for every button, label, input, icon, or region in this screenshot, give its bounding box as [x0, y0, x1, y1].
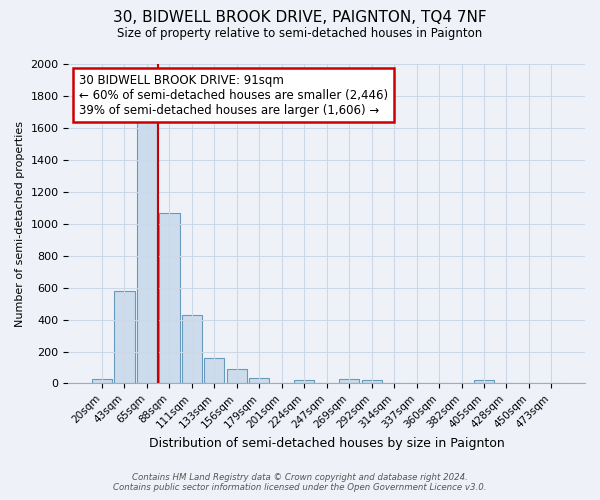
Y-axis label: Number of semi-detached properties: Number of semi-detached properties: [15, 120, 25, 326]
Bar: [339, 378, 359, 384]
Bar: [294, 380, 314, 384]
Text: 30, BIDWELL BROOK DRIVE, PAIGNTON, TQ4 7NF: 30, BIDWELL BROOK DRIVE, PAIGNTON, TQ4 7…: [113, 10, 487, 25]
Bar: [92, 379, 112, 384]
Bar: [204, 358, 224, 384]
Bar: [115, 291, 134, 384]
Bar: [474, 380, 494, 384]
X-axis label: Distribution of semi-detached houses by size in Paignton: Distribution of semi-detached houses by …: [149, 437, 505, 450]
Text: 30 BIDWELL BROOK DRIVE: 91sqm
← 60% of semi-detached houses are smaller (2,446)
: 30 BIDWELL BROOK DRIVE: 91sqm ← 60% of s…: [79, 74, 388, 116]
Bar: [159, 212, 179, 384]
Text: Size of property relative to semi-detached houses in Paignton: Size of property relative to semi-detach…: [118, 28, 482, 40]
Bar: [362, 380, 382, 384]
Bar: [249, 378, 269, 384]
Text: Contains HM Land Registry data © Crown copyright and database right 2024.
Contai: Contains HM Land Registry data © Crown c…: [113, 473, 487, 492]
Bar: [182, 315, 202, 384]
Bar: [227, 369, 247, 384]
Bar: [137, 116, 157, 384]
